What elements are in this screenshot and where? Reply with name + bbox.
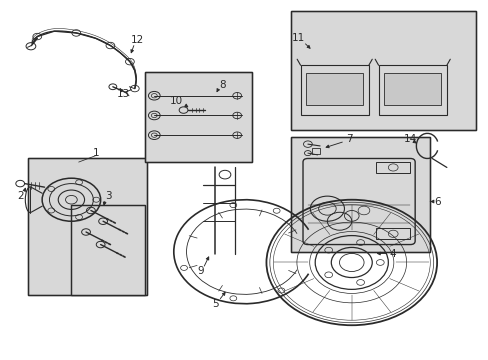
- Text: 11: 11: [291, 33, 304, 43]
- Text: 10: 10: [169, 96, 183, 106]
- Text: 4: 4: [389, 248, 396, 258]
- Bar: [300, 65, 368, 116]
- Bar: [378, 65, 446, 116]
- Bar: [305, 73, 363, 105]
- Bar: [27, 158, 147, 295]
- Bar: [290, 137, 429, 252]
- Bar: [311, 148, 320, 154]
- Bar: [71, 205, 144, 295]
- Bar: [290, 137, 429, 252]
- Text: 3: 3: [104, 191, 111, 201]
- Bar: [71, 205, 144, 295]
- Bar: [290, 12, 475, 130]
- Bar: [27, 158, 147, 295]
- Text: 9: 9: [197, 266, 203, 276]
- Text: 8: 8: [219, 80, 225, 90]
- Bar: [290, 12, 475, 130]
- Bar: [383, 73, 441, 105]
- Text: 5: 5: [211, 299, 218, 309]
- Bar: [144, 72, 251, 162]
- Text: 12: 12: [130, 35, 143, 45]
- Text: 1: 1: [92, 148, 99, 158]
- Text: 6: 6: [433, 197, 440, 207]
- Text: 13: 13: [117, 89, 130, 99]
- Text: 2: 2: [17, 191, 23, 201]
- Text: 14: 14: [403, 135, 416, 144]
- Bar: [144, 72, 251, 162]
- Bar: [375, 228, 409, 239]
- Text: 7: 7: [346, 134, 352, 144]
- Bar: [375, 162, 409, 173]
